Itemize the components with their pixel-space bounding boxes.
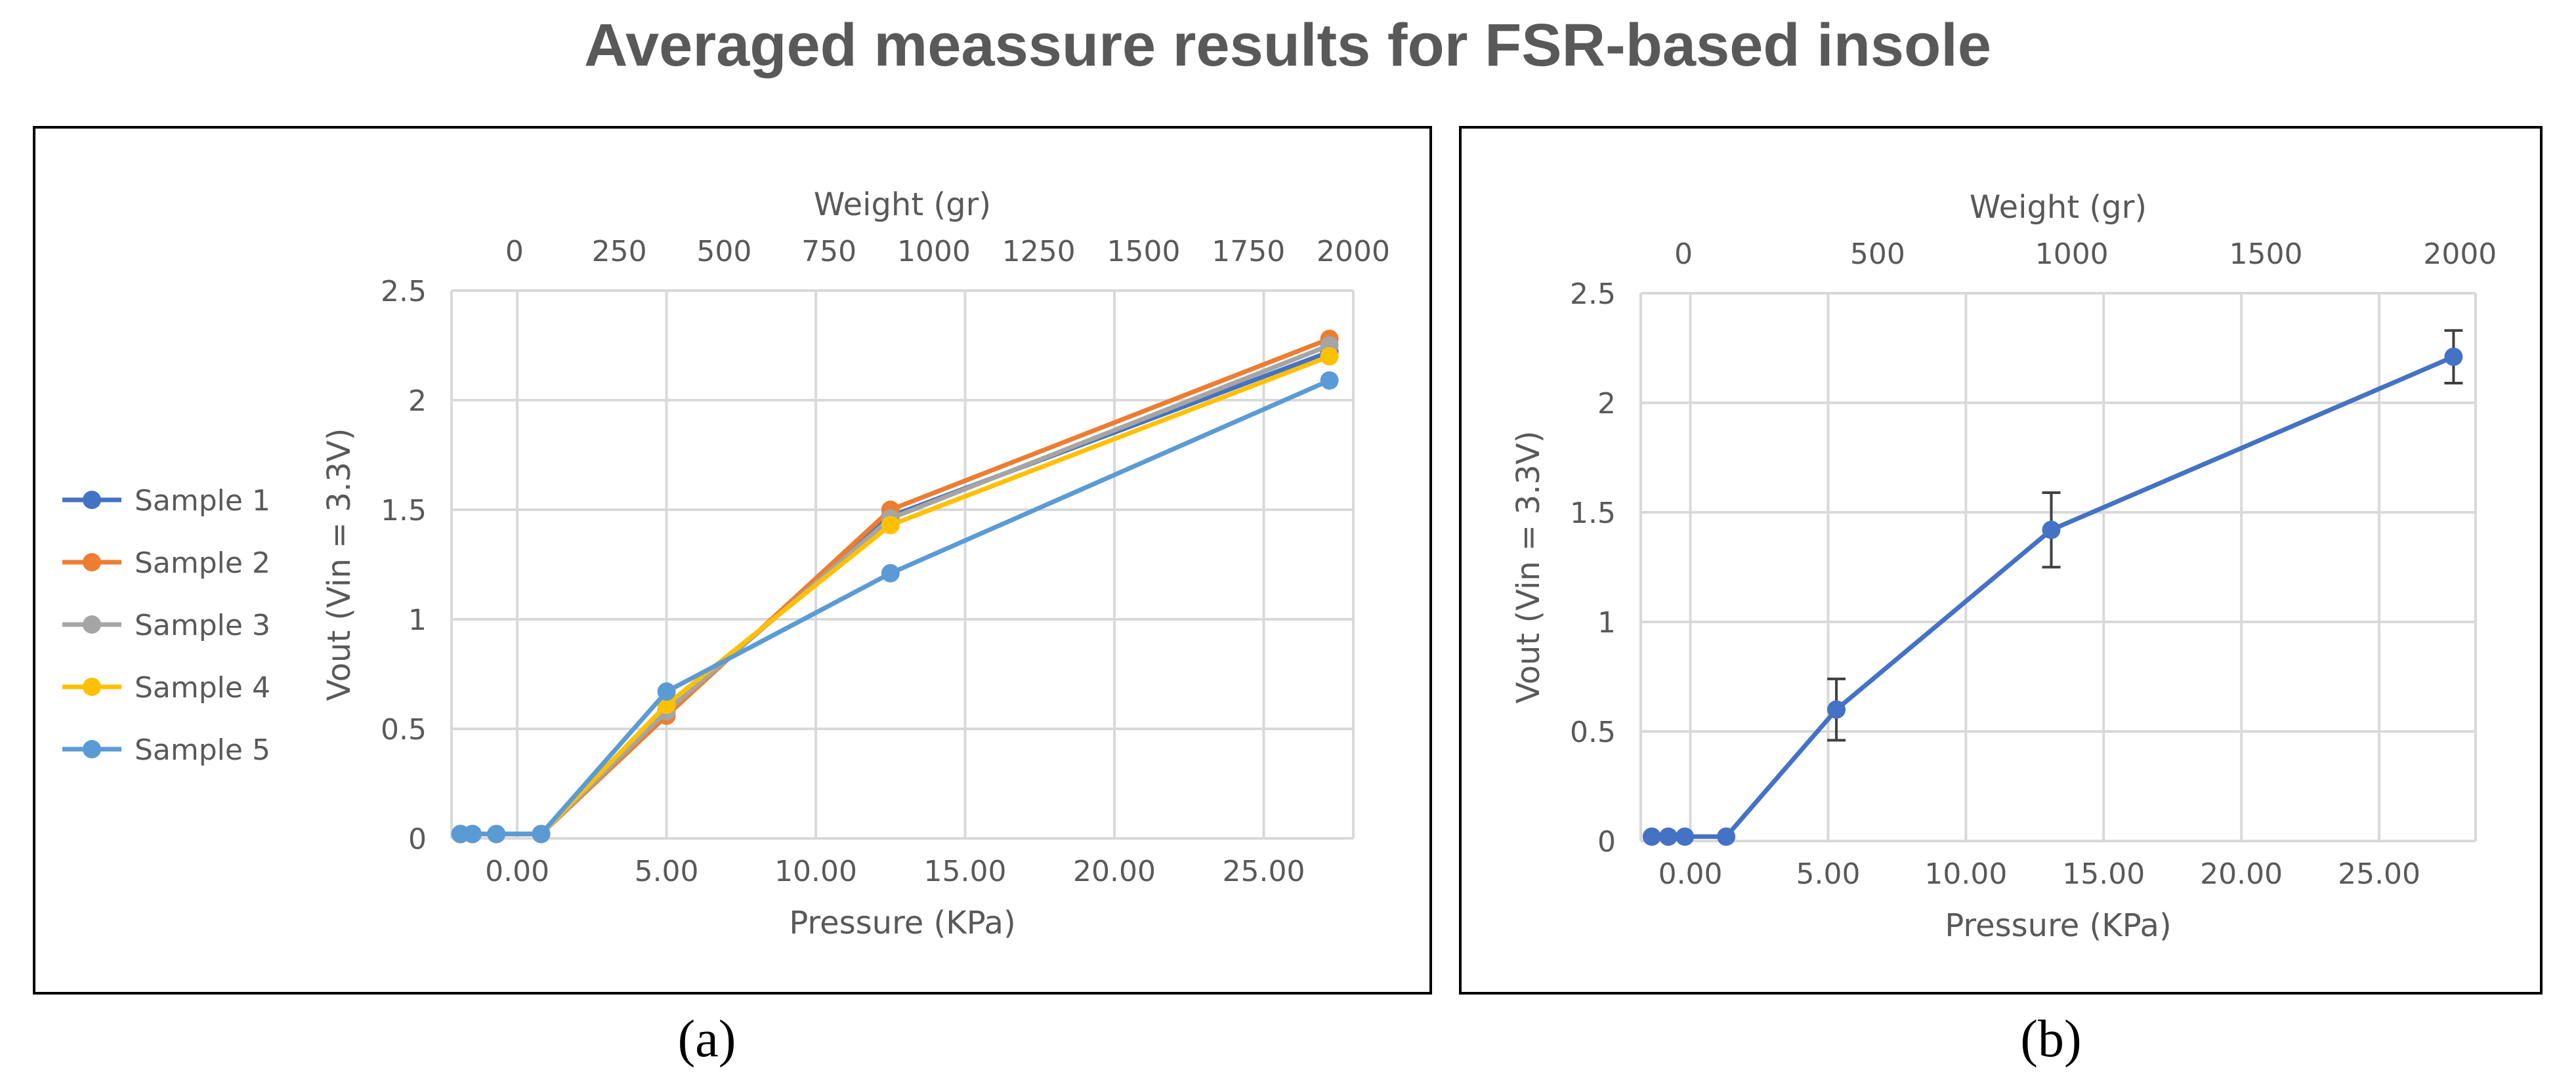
x-tick-label: 15.00 [2062,857,2145,891]
x-tick-label: 5.00 [635,855,699,888]
x-tick-label: 10.00 [774,855,857,888]
legend-marker [83,491,101,509]
y-tick-label: 0 [1597,825,1616,859]
legend-label: Sample 2 [135,546,270,580]
y-tick-label: 0.5 [381,713,427,747]
y-axis-title: Vout (Vin = 3.3V) [321,428,358,701]
legend-marker [83,615,101,634]
x2-tick-label: 1500 [2229,237,2303,271]
x-tick-label: 25.00 [2338,857,2420,891]
x-tick-label: 20.00 [2200,857,2283,891]
legend-marker [83,553,101,571]
data-point [463,825,482,844]
legend-label: Sample 5 [135,733,270,767]
data-point [2042,520,2061,539]
y-tick-label: 1.5 [381,494,427,527]
x2-tick-label: 2000 [1317,235,1390,268]
legend-label: Sample 1 [135,484,270,518]
y-tick-label: 2.5 [381,275,427,308]
data-point [1676,827,1695,846]
x-tick-label: 5.00 [1796,857,1860,891]
data-point [881,564,900,583]
x-tick-label: 15.00 [924,855,1007,888]
legend-marker [83,678,101,696]
y-axis-title: Vout (Vin = 3.3V) [1510,431,1547,704]
x2-tick-label: 2000 [2423,237,2497,271]
data-point [1827,700,1846,719]
data-point [1320,347,1339,366]
data-point [1658,827,1678,846]
x2-tick-label: 1750 [1212,235,1285,268]
chart-b: 0 0.5 1 1.5 2 2.5 0.00 5.00 10.00 15.00 20.00 25.00… [1510,189,2497,944]
y-tick-label: 1 [1597,606,1616,640]
x-tick-label: 20.00 [1073,855,1156,888]
data-point [2444,347,2463,366]
y-tick-label: 0 [408,823,427,856]
x-tick-label: 0.00 [485,855,549,888]
x2-axis-title: Weight (gr) [1970,189,2147,226]
x2-tick-label: 500 [1850,237,1905,271]
x2-tick-label: 750 [801,235,856,268]
legend-marker [83,740,101,758]
page-title: Averaged meassure results for FSR-based … [584,12,1991,79]
legend-label: Sample 3 [135,609,270,642]
y-tick-label: 1.5 [1570,497,1616,530]
x-axis-title: Pressure (KPa) [789,905,1015,941]
x-axis-title: Pressure (KPa) [1945,907,2171,944]
x2-tick-label: 0 [1674,237,1693,271]
x2-tick-label: 1000 [2035,237,2109,271]
caption-a: (a) [678,1010,736,1068]
y-tick-label: 2.5 [1570,277,1616,311]
legend-label: Sample 4 [135,671,270,705]
x2-tick-label: 1500 [1107,235,1180,268]
x2-tick-label: 1250 [1002,235,1076,268]
caption-b: (b) [2020,1010,2081,1068]
data-point [1717,827,1736,846]
y-tick-label: 1 [408,604,427,637]
x-tick-label: 25.00 [1223,855,1305,888]
x-tick-label: 0.00 [1658,857,1723,891]
x2-axis-title: Weight (gr) [814,186,991,223]
data-point [881,516,900,535]
x-tick-label: 10.00 [1924,857,2007,891]
data-point [657,682,676,701]
x2-tick-label: 250 [592,235,647,268]
data-point [1320,371,1339,390]
data-point [1642,827,1661,846]
y-tick-label: 0.5 [1570,716,1616,749]
data-point [487,825,506,844]
x2-tick-label: 500 [696,235,751,268]
y-tick-label: 2 [1597,387,1616,421]
chart-a: 0 0.5 1 1.5 2 2.5 0.00 5.00 10.00 15.00 20.00 25.00… [62,186,1390,941]
x2-tick-label: 1000 [897,235,971,268]
panel-a-frame [33,126,1432,995]
data-point [532,825,551,844]
x2-tick-label: 0 [505,235,524,268]
y-tick-label: 2 [408,384,427,418]
